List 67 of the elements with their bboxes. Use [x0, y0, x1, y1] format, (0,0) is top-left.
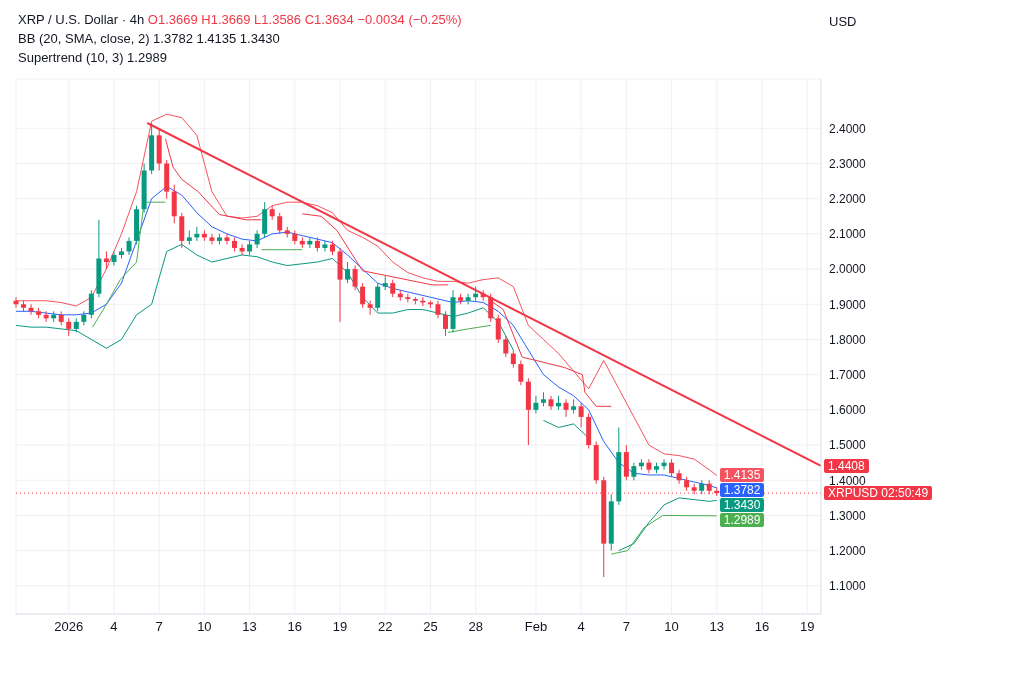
candlestick: [375, 282, 381, 312]
y-tick-label: 1.3000: [829, 508, 867, 523]
candlestick: [676, 469, 682, 485]
candlestick: [533, 395, 539, 414]
x-tick-label: 10: [197, 619, 212, 635]
candlestick: [277, 212, 283, 235]
candlestick: [578, 402, 584, 428]
x-tick-label: 4: [110, 619, 118, 635]
candlestick: [420, 296, 426, 307]
text: Supertrend (10, 3) 1.2989: [18, 49, 168, 67]
candlestick: [209, 233, 215, 245]
x-tick-label: 7: [622, 619, 630, 635]
x-tick-label: 10: [664, 619, 679, 635]
y-tick-label: 2.1000: [829, 227, 867, 242]
data-label: 1.3782: [719, 483, 765, 498]
data-label: 1.4408: [824, 458, 869, 473]
y-tick-label: 2.0000: [829, 262, 867, 277]
candlestick: [503, 335, 509, 358]
y-tick-label: 1.2000: [829, 543, 867, 558]
x-tick-label: 19: [799, 619, 815, 635]
y-tick-label: 1.7000: [829, 367, 867, 382]
y-tick-label: 1.8000: [829, 332, 867, 347]
y-tick-label: 1.1000: [829, 579, 867, 594]
candlestick: [360, 282, 366, 309]
candlestick: [495, 314, 501, 344]
candlestick: [352, 265, 358, 291]
x-tick-label: 25: [423, 619, 438, 635]
y-tick-label: 1.4000: [829, 473, 867, 488]
x-tick-label: Feb: [524, 619, 548, 635]
x-tick-label: 19: [332, 619, 348, 635]
x-tick-label: 16: [754, 619, 770, 635]
chart-title: XRP / U.S. Dollar · 4h: [18, 12, 145, 27]
candlestick: [518, 360, 524, 386]
x-tick-label: 4: [577, 619, 585, 635]
y-tick-label: 2.3000: [829, 156, 867, 171]
x-tick-label: 7: [155, 619, 163, 635]
candlestick: [224, 233, 230, 245]
candlestick: [88, 289, 94, 319]
y-tick-label: 1.5000: [829, 438, 867, 453]
candlestick: [488, 293, 494, 323]
x-tick-label: 13: [709, 619, 724, 635]
y-tick-label: 2.4000: [829, 121, 867, 136]
data-label: 1.4135: [719, 468, 765, 483]
candlestick: [111, 250, 117, 267]
y-tick-label: 1.9000: [829, 297, 867, 312]
candlestick: [367, 300, 373, 316]
chart-subtitle: O1.3669 H1.3669 L1.3586 C1.3634 −0.0034 (−0.25%): [147, 12, 462, 27]
candlestick: [345, 261, 351, 284]
data-label: 1.3430: [719, 498, 765, 513]
candlestick: [548, 395, 554, 411]
data-label: 1.2989: [719, 513, 765, 528]
y-tick-label: 2.2000: [829, 191, 867, 206]
x-tick-label: 2026: [54, 619, 84, 635]
candlestick: [322, 240, 328, 252]
text: BB (20, SMA, close, 2) 1.3782 1.4135 1.3430: [18, 30, 281, 48]
x-tick-label: 16: [287, 619, 303, 635]
x-tick-label: 22: [377, 619, 393, 635]
text: XRPUSD 02:50:49: [824, 486, 933, 501]
candlestick: [646, 458, 652, 474]
y-axis-title: USD: [829, 13, 857, 31]
candlestick: [443, 310, 448, 337]
y-tick-label: 1.6000: [829, 403, 867, 418]
candlestick: [563, 398, 569, 418]
x-tick-label: 13: [242, 619, 257, 635]
x-tick-label: 28: [468, 619, 483, 635]
line-series: [16, 185, 718, 489]
candlestick: [465, 293, 471, 305]
